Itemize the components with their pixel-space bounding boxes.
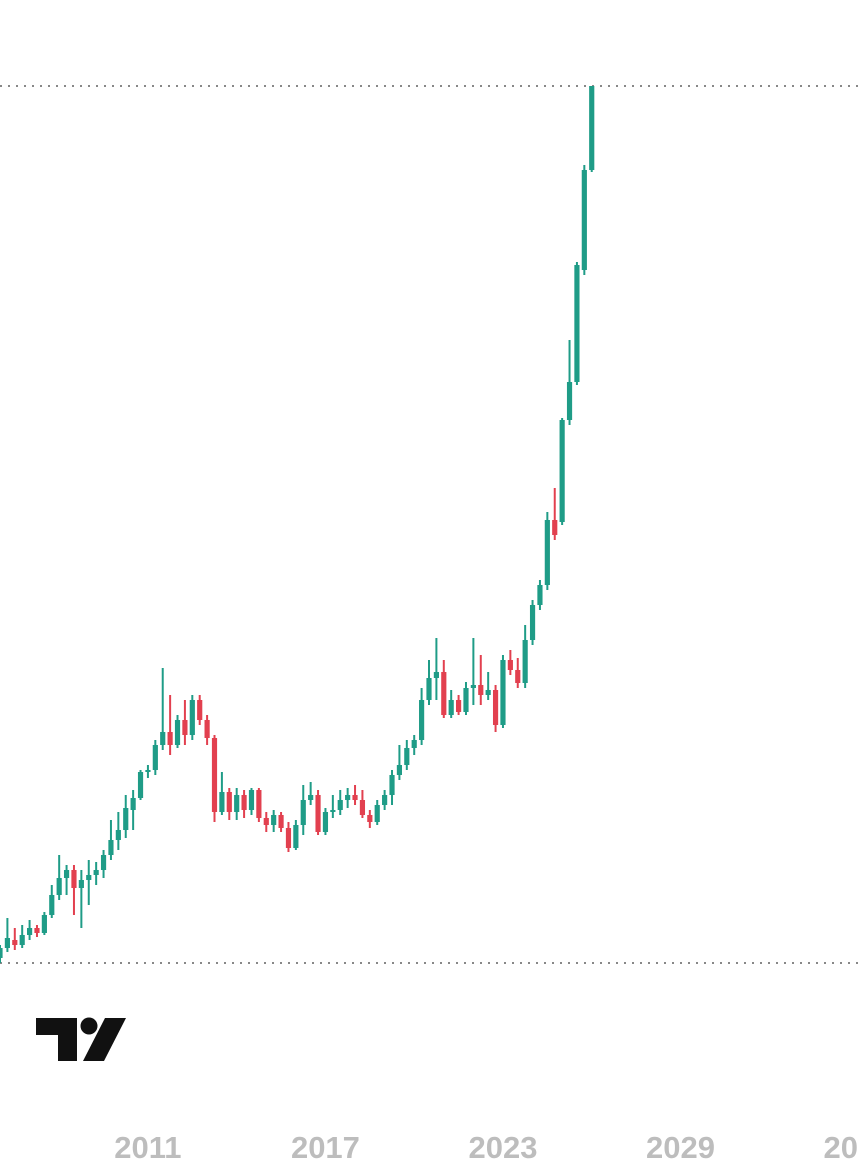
- candle-body: [300, 800, 306, 825]
- logo-t: [36, 1018, 77, 1061]
- x-tick-label: 2011: [114, 1130, 181, 1165]
- candle-body: [404, 748, 410, 765]
- candle-body: [552, 520, 558, 535]
- candle-body: [448, 700, 454, 715]
- candle-body: [345, 795, 351, 800]
- candle-body: [56, 878, 62, 895]
- candle-body: [49, 895, 55, 915]
- candle-body: [322, 812, 329, 832]
- candle-body: [500, 660, 506, 725]
- candle-body: [396, 765, 403, 775]
- candle-body: [167, 732, 173, 745]
- candle-body: [152, 745, 158, 770]
- candle-body: [441, 672, 447, 715]
- candle-body: [426, 678, 432, 700]
- candle-body: [359, 800, 366, 815]
- candle-body: [419, 700, 425, 740]
- candle-body: [485, 690, 491, 695]
- candle-body: [145, 770, 151, 772]
- x-tick-label: 2023: [468, 1130, 537, 1165]
- candle-body: [463, 688, 469, 712]
- candle-body: [367, 815, 373, 822]
- candle-body: [19, 935, 25, 945]
- candle-body: [182, 720, 188, 735]
- candle-body: [63, 870, 70, 878]
- candle-body: [574, 265, 580, 382]
- candle-body: [197, 700, 203, 720]
- x-tick-label: 2029: [646, 1130, 715, 1165]
- candle-body: [108, 840, 114, 855]
- candle-body: [115, 830, 121, 840]
- candle-body: [100, 855, 107, 870]
- logo-v: [83, 1018, 126, 1061]
- candle-body: [71, 870, 77, 888]
- candle-body: [529, 605, 536, 640]
- candle-body: [256, 790, 262, 818]
- candle-body: [566, 382, 573, 420]
- candle-body: [411, 740, 417, 748]
- candle-body: [4, 938, 10, 948]
- candle-body: [478, 685, 484, 695]
- candle-body: [248, 790, 255, 810]
- candle-body: [160, 732, 166, 745]
- candle-body: [271, 815, 277, 825]
- candle-body: [34, 928, 40, 933]
- candle-body: [433, 672, 439, 678]
- candle-body: [389, 775, 395, 795]
- candle-body: [455, 700, 462, 712]
- candle-body: [515, 670, 521, 683]
- candle-body: [219, 792, 225, 812]
- candle-body: [174, 720, 181, 745]
- candle-body: [226, 792, 232, 812]
- candle-body: [492, 690, 499, 725]
- candle-body: [470, 685, 476, 688]
- candle-body: [308, 795, 314, 800]
- candle-body: [123, 808, 129, 830]
- candle-body: [581, 170, 587, 270]
- x-tick-label: 2035: [824, 1130, 858, 1165]
- candle-body: [285, 828, 292, 848]
- candle-body: [315, 795, 321, 832]
- candle-body: [0, 948, 3, 958]
- logo-dot: [80, 1017, 98, 1035]
- candle-body: [234, 795, 240, 812]
- tradingview-logo: [36, 1017, 126, 1061]
- candle-body: [78, 880, 84, 888]
- candle-body: [204, 720, 210, 738]
- candle-body: [86, 875, 92, 880]
- candle-body: [293, 825, 299, 848]
- candle-body: [189, 700, 195, 735]
- candle-body: [337, 800, 343, 810]
- candle-body: [137, 772, 144, 798]
- candle-body: [41, 915, 47, 933]
- candle-body: [507, 660, 513, 670]
- candle-body: [211, 738, 218, 812]
- candle-body: [330, 810, 336, 812]
- candle-body: [26, 928, 33, 935]
- candle-body: [374, 805, 380, 822]
- candle-body: [12, 940, 18, 945]
- candle-body: [352, 795, 358, 800]
- candle-body: [522, 640, 528, 683]
- candle-body: [382, 795, 388, 805]
- candle-body: [93, 870, 99, 875]
- candle-body: [589, 86, 595, 170]
- candle-body: [537, 585, 543, 605]
- x-tick-label: 2017: [291, 1130, 360, 1165]
- candle-body: [278, 815, 284, 828]
- candle-body: [263, 818, 269, 825]
- candle-body: [544, 520, 550, 585]
- candle-body: [130, 798, 136, 810]
- candle-body: [559, 420, 565, 522]
- candle-body: [241, 795, 247, 810]
